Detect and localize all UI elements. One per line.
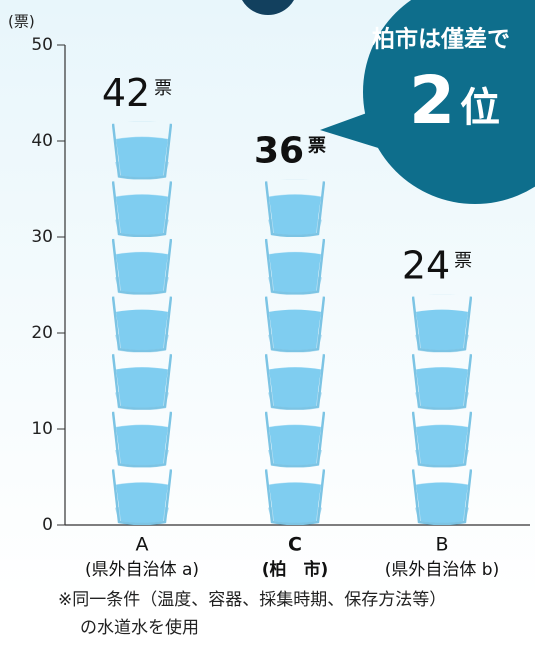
data-label: 36 票 bbox=[254, 130, 326, 171]
callout-bubble bbox=[363, 0, 535, 204]
data-label-value: 42 bbox=[102, 70, 150, 114]
callout-tail bbox=[320, 110, 385, 150]
callout-text: 位 bbox=[460, 85, 500, 131]
decor-circle bbox=[242, 0, 294, 15]
data-label: 24 票 bbox=[402, 243, 472, 287]
x-tick-note: (県外自治体 a) bbox=[85, 560, 199, 580]
x-tick-label: B bbox=[435, 534, 448, 556]
y-tick-label: 50 bbox=[31, 35, 53, 55]
x-tick-label: A bbox=[136, 534, 149, 556]
data-label-value: 24 bbox=[402, 243, 450, 287]
footnote: ※同一条件（温度、容器、採集時期、保存方法等） bbox=[58, 590, 446, 610]
callout-text: 柏市は僅差で bbox=[372, 26, 510, 53]
data-label-unit: 票 bbox=[308, 135, 326, 156]
bar bbox=[265, 179, 325, 525]
y-tick-label: 0 bbox=[42, 515, 53, 535]
footnote: の水道水を使用 bbox=[80, 617, 199, 638]
bar bbox=[412, 294, 472, 525]
data-label-unit: 票 bbox=[454, 251, 472, 272]
data-label: 42 票 bbox=[102, 70, 172, 114]
y-tick-label: 30 bbox=[31, 227, 53, 247]
callout-number: 2 bbox=[409, 62, 455, 139]
y-unit-label: (票) bbox=[8, 13, 35, 31]
y-tick-label: 40 bbox=[31, 131, 53, 151]
x-tick-note: (柏 市) bbox=[262, 559, 329, 580]
bar bbox=[112, 121, 172, 526]
x-tick-note: (県外自治体 b) bbox=[385, 560, 499, 580]
y-tick-label: 20 bbox=[31, 323, 53, 343]
callout: 柏市は僅差で 2 位 bbox=[320, 0, 535, 204]
x-tick-label: C bbox=[288, 534, 302, 556]
y-tick-label: 10 bbox=[31, 419, 53, 439]
data-label-unit: 票 bbox=[154, 78, 172, 99]
data-label-value: 36 bbox=[254, 130, 304, 171]
